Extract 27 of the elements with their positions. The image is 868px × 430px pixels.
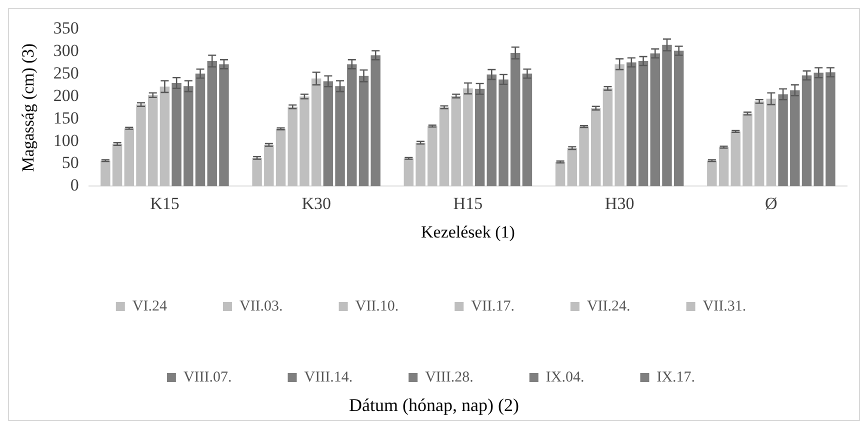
x-tick-label: H15: [453, 194, 483, 213]
legend-title: Dátum (hónap, nap) (2): [348, 395, 520, 417]
y-axis-title: Magasság (cm) (3): [18, 43, 38, 172]
legend-label: VIII.14.: [304, 369, 353, 386]
legend-label: VII.10.: [355, 298, 399, 314]
legend-label: VII.24.: [586, 298, 630, 314]
legend-label: VII.03.: [239, 298, 283, 314]
legend-label: VII.31.: [702, 298, 746, 314]
y-tick-label: 50: [62, 153, 79, 172]
y-tick-label: 350: [53, 18, 79, 38]
legend-label: IX.17.: [656, 369, 696, 386]
x-tick-label: Ø: [765, 194, 778, 213]
legend-label: VIII.28.: [425, 369, 474, 386]
y-tick-label: 250: [53, 64, 79, 83]
legend-label: VI.24: [132, 298, 168, 314]
y-tick-label: 200: [53, 86, 79, 105]
y-tick-label: 150: [53, 108, 79, 128]
y-tick-label: 300: [53, 41, 79, 60]
y-tick-label: 0: [70, 176, 79, 195]
x-tick-label: K30: [302, 194, 331, 213]
legend-label: VII.17.: [471, 298, 514, 314]
x-tick-label: K15: [150, 194, 180, 213]
x-tick-label: H30: [604, 194, 634, 213]
legend-label: VIII.07.: [183, 369, 232, 386]
y-tick-label: 100: [53, 130, 79, 150]
legend-label: IX.04.: [546, 369, 584, 386]
x-axis-title: Kezelések (1): [420, 222, 515, 242]
